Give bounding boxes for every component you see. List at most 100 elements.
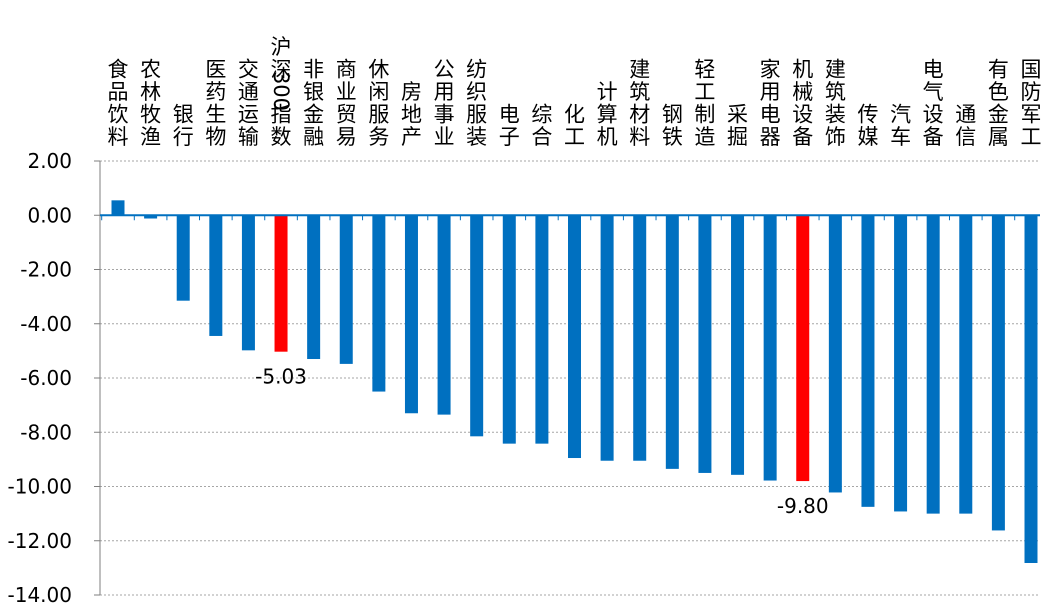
category-label-char: 数 (271, 125, 292, 149)
category-label-char: 农 (140, 58, 161, 82)
category-label-char: 非 (303, 58, 324, 82)
bar (307, 215, 321, 360)
y-tick-label: -12.00 (8, 529, 72, 553)
y-tick-label: 2.00 (27, 149, 72, 173)
category-label-char: 化 (564, 103, 585, 127)
category-label-char: 运 (238, 103, 259, 127)
category-label-char: 铁 (662, 125, 683, 149)
category-label-char: 金 (988, 103, 1009, 127)
category-label-char: 服 (466, 103, 487, 127)
bar (209, 215, 223, 336)
category-label-char: 建 (825, 58, 846, 82)
category-label-char: 通 (955, 103, 976, 127)
category-label-char: 牧 (140, 103, 161, 127)
category-label-char: 国 (1021, 58, 1042, 82)
category-label-char: 材 (629, 103, 650, 127)
category-label: 汽车 (890, 103, 911, 150)
category-label-char: 工 (1021, 125, 1042, 149)
category-label-char: 易 (336, 125, 357, 149)
category-label-char: 商 (336, 58, 357, 82)
category-label-char: 休 (368, 58, 389, 82)
category-label-char: 银 (173, 103, 194, 127)
category-label-char: 子 (499, 125, 520, 149)
category-label-char: 通 (238, 80, 259, 104)
y-tick-label: 0.00 (27, 203, 72, 227)
category-label-char: 轻 (694, 58, 715, 82)
bar (763, 215, 777, 481)
category-label-char: 筑 (629, 80, 650, 104)
category-label-char: 掘 (727, 125, 748, 149)
category-label: 电子 (499, 103, 520, 150)
category-label-char: 车 (890, 125, 911, 149)
category-label-char: 信 (955, 125, 976, 149)
bar (404, 215, 418, 414)
category-label-char: 属 (988, 125, 1009, 149)
category-label-char: 用 (434, 80, 455, 104)
category-label-char: 防 (1021, 80, 1042, 104)
category-label-char: 媒 (857, 125, 878, 149)
category-label-char: 用 (760, 80, 781, 104)
category-label-char: 融 (303, 125, 324, 149)
bar (372, 215, 386, 392)
category-label-char: 工 (694, 80, 715, 104)
bar (861, 215, 875, 507)
bar (437, 215, 451, 415)
category-label-char: 饰 (825, 125, 846, 149)
category-label-char: 制 (694, 103, 715, 127)
category-label-char: 装 (825, 103, 846, 127)
category-label-char: 综 (531, 103, 552, 127)
category-label-char: 行 (173, 125, 194, 149)
category-label: 钢铁 (662, 103, 683, 150)
category-label-char: 造 (694, 125, 715, 149)
category-label-char: 气 (923, 80, 944, 104)
category-label: 银行 (173, 103, 194, 150)
bar (144, 215, 158, 219)
category-label-char: 传 (857, 103, 878, 127)
category-label: 采掘 (727, 103, 748, 150)
category-labels: 食品饮料农林牧渔银行医药生物交通运输沪深300指数非银金融商业贸易休闲服务房地产… (108, 35, 1042, 149)
bar (894, 215, 908, 512)
category-label-char: 机 (792, 58, 813, 82)
category-label-char: 采 (727, 103, 748, 127)
bars (111, 200, 1038, 563)
category-label-char: 渔 (140, 125, 161, 149)
category-label: 化工 (564, 103, 585, 150)
category-label-char: 有 (988, 58, 1009, 82)
category-label-char: 备 (792, 125, 813, 149)
category-label-char: 金 (303, 103, 324, 127)
category-label: 通信 (955, 103, 976, 150)
bar (535, 215, 549, 444)
category-label-char: 物 (205, 125, 226, 149)
y-axis-ticks: 2.00 0.00 -2.00 -4.00 -6.00 -8.00 -10.00 -12.00… (8, 149, 101, 606)
category-label-char: 医 (205, 58, 226, 82)
bar (796, 215, 810, 482)
bar (991, 215, 1005, 531)
category-label-char: 合 (531, 125, 552, 149)
category-label: 计算机 (597, 80, 618, 149)
bar (698, 215, 712, 473)
category-label-char: 电 (760, 103, 781, 127)
category-label-char: 业 (336, 80, 357, 104)
category-label-char: 色 (988, 80, 1009, 104)
data-label: -9.80 (777, 494, 829, 518)
category-label-char: 地 (401, 103, 422, 127)
category-label-char: 纺 (466, 58, 487, 82)
bar (828, 215, 842, 493)
category-label-char: 事 (434, 103, 455, 127)
category-label-char: 钢 (662, 103, 683, 127)
category-label-char: 设 (923, 103, 944, 127)
